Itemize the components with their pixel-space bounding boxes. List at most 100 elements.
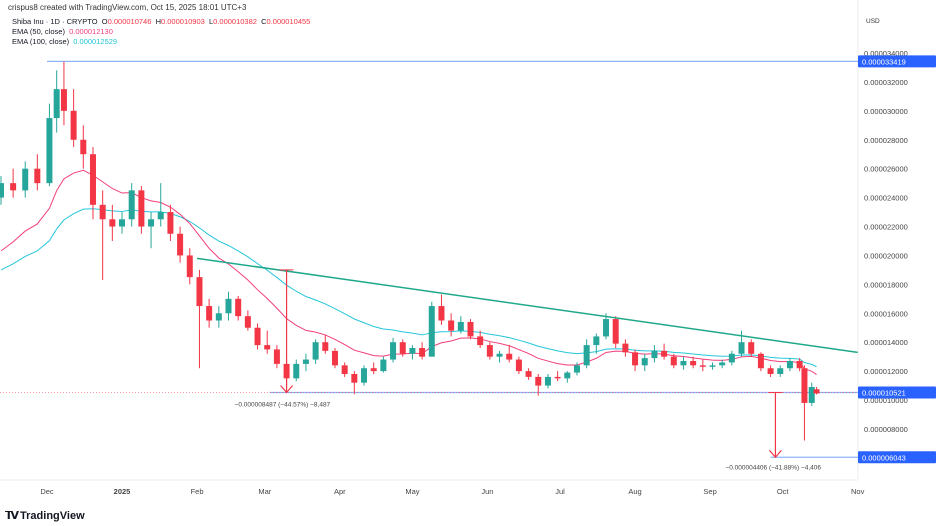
price-level-badge xyxy=(858,451,936,464)
price-tick-label: 0.000034000 xyxy=(864,49,908,58)
price-tick-label: 0.000022000 xyxy=(864,223,908,232)
candle-body xyxy=(128,190,135,220)
candle-body xyxy=(699,365,706,367)
candle-body xyxy=(438,306,445,321)
candle xyxy=(457,316,464,334)
currency-label: USD xyxy=(866,18,880,25)
candle xyxy=(89,146,96,220)
candle-body xyxy=(632,352,639,366)
candle xyxy=(641,353,648,372)
candle-body xyxy=(496,353,503,357)
candle-body xyxy=(302,359,309,364)
candle-body xyxy=(46,118,53,184)
drawings: −0.000008487 (−44.57%) −8,487 −0.00000440… xyxy=(196,257,858,471)
candle xyxy=(632,349,639,372)
close-value: 0.000010455 xyxy=(266,17,311,26)
candle xyxy=(719,359,726,369)
candle-body xyxy=(196,277,203,307)
candle xyxy=(370,362,377,375)
candle xyxy=(728,350,735,366)
candle xyxy=(777,365,784,377)
candle-body xyxy=(312,342,319,360)
price-level-badge xyxy=(858,386,936,399)
candle xyxy=(419,342,426,360)
candle xyxy=(535,374,542,396)
candle-body xyxy=(148,219,155,227)
price-level-label: 0.000006043 xyxy=(862,453,906,462)
candle xyxy=(177,226,184,263)
tradingview-logo-icon: 𝗧𝗩 xyxy=(5,510,19,522)
candle xyxy=(293,359,300,382)
candle xyxy=(661,343,668,360)
candle xyxy=(786,358,793,372)
candle-body xyxy=(341,365,348,375)
ema50-row[interactable]: EMA (50, close) 0.000012130 xyxy=(12,27,310,37)
candle-body xyxy=(177,233,184,256)
candle xyxy=(46,103,53,187)
candle xyxy=(99,190,106,281)
candle xyxy=(438,294,445,325)
candle-body xyxy=(477,336,484,346)
price-level-label: 0.000010521 xyxy=(862,389,906,398)
ohlc-row: Shiba Inu · 1D · CRYPTO O0.000010746 H0.… xyxy=(12,17,310,27)
candle xyxy=(593,333,600,354)
candle xyxy=(767,365,774,377)
price-level-badge xyxy=(858,55,936,68)
candle xyxy=(215,306,222,328)
candle xyxy=(390,337,397,363)
candle-body xyxy=(351,374,358,383)
trendline xyxy=(196,257,858,354)
candle xyxy=(583,339,590,369)
candle xyxy=(603,313,610,340)
candle-body xyxy=(215,313,222,321)
ema50-label: EMA (50, close) xyxy=(12,27,65,36)
measure-arrowhead-icon xyxy=(768,449,782,459)
measure-arrowhead-icon xyxy=(280,385,294,394)
candle xyxy=(119,212,126,234)
candle-body xyxy=(748,342,755,354)
candle xyxy=(622,339,629,357)
time-tick-label: 2025 xyxy=(114,487,131,496)
candle xyxy=(428,301,435,357)
candle xyxy=(186,248,193,285)
close-label: C xyxy=(261,17,267,26)
candle-body xyxy=(167,212,174,234)
candle-body xyxy=(670,356,677,366)
candle-body xyxy=(0,183,5,198)
ema100-row[interactable]: EMA (100, close) 0.000012529 xyxy=(12,37,310,47)
low-label: L xyxy=(208,17,214,26)
measure-label: −0.000008487 (−44.57%) −8,487 xyxy=(235,402,331,409)
candle xyxy=(157,183,164,227)
candle xyxy=(0,175,5,205)
candle xyxy=(690,356,697,369)
candle xyxy=(680,356,687,370)
candle-body xyxy=(457,321,464,331)
price-tick-label: 0.000028000 xyxy=(864,136,908,145)
candle-body xyxy=(235,298,242,317)
price-chart[interactable]: −0.000008487 (−44.57%) −8,487 −0.00000440… xyxy=(0,0,939,505)
candle-body xyxy=(361,368,368,383)
candle-body xyxy=(448,320,455,331)
symbol-label[interactable]: Shiba Inu · 1D · CRYPTO xyxy=(12,17,98,26)
candle-body xyxy=(419,347,426,357)
candle-body xyxy=(244,316,251,328)
ema50-value: 0.000012130 xyxy=(69,27,113,36)
candle-body xyxy=(564,372,571,379)
candle-body xyxy=(34,168,41,184)
time-axis[interactable]: Dec 2025 Feb Mar Apr May Jun Jul Aug Sep Oct Nov xyxy=(40,487,864,496)
candle xyxy=(22,161,29,198)
price-tick-label: 0.000014000 xyxy=(864,338,908,347)
price-tick-label: 0.000016000 xyxy=(864,309,908,318)
tradingview-logo[interactable]: 𝗧𝗩 TradingView xyxy=(5,509,85,523)
candle xyxy=(206,298,213,328)
candle-body xyxy=(399,342,406,354)
candle xyxy=(808,382,815,406)
candle xyxy=(254,323,261,350)
open-label: O xyxy=(101,17,108,26)
price-axis[interactable]: 0.000034000 0.000032000 0.000030000 0.00002… xyxy=(858,49,936,464)
candle xyxy=(341,362,348,377)
candle-body xyxy=(60,89,67,111)
candle-body xyxy=(612,319,619,344)
candle xyxy=(477,330,484,348)
candle-body xyxy=(506,353,513,360)
